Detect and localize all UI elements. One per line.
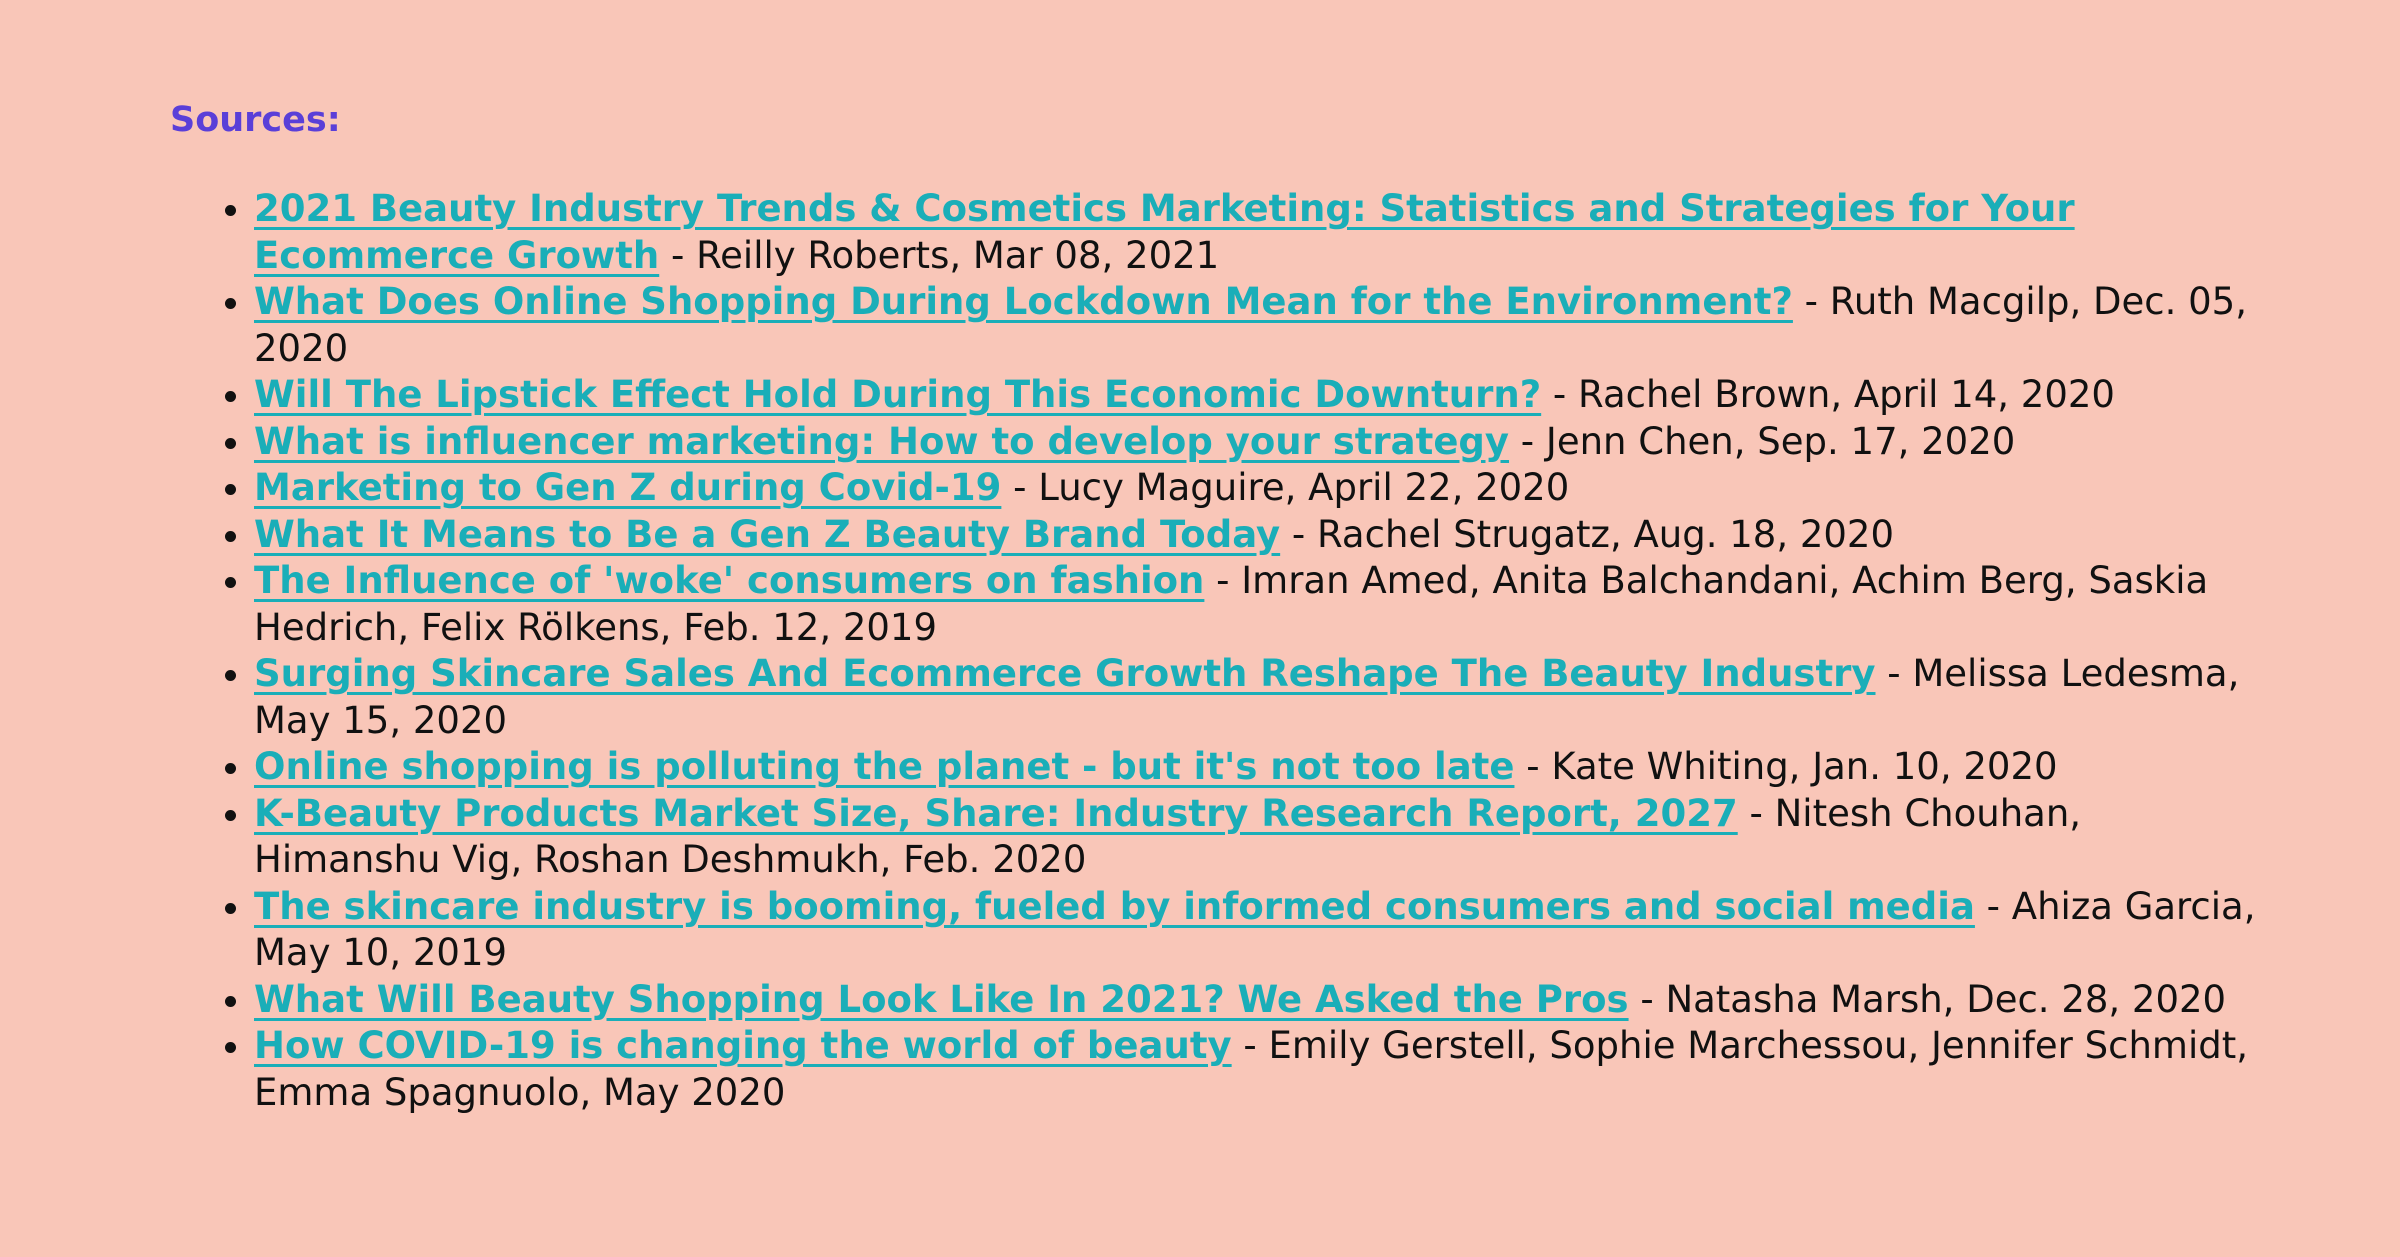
sources-heading: Sources: xyxy=(170,100,341,140)
source-credit: - Natasha Marsh, Dec. 28, 2020 xyxy=(1628,977,2227,1021)
source-link[interactable]: What Does Online Shopping During Lockdow… xyxy=(254,280,1793,323)
source-item: How COVID-19 is changing the world of be… xyxy=(254,1023,2270,1116)
source-item: What It Means to Be a Gen Z Beauty Brand… xyxy=(254,512,2270,559)
source-credit: - Emily Gerstell, Sophie Marchessou, Jen… xyxy=(254,1024,2248,1114)
source-credit: - Melissa Ledesma, May 15, 2020 xyxy=(254,652,2240,742)
source-credit: - Jenn Chen, Sep. 17, 2020 xyxy=(1509,419,2016,463)
source-item: Online shopping is polluting the planet … xyxy=(254,744,2270,791)
source-link[interactable]: What It Means to Be a Gen Z Beauty Brand… xyxy=(254,512,1281,556)
source-link[interactable]: Surging Skincare Sales And Ecommerce Gro… xyxy=(254,652,1876,695)
source-link[interactable]: What Will Beauty Shopping Look Like In 2… xyxy=(254,977,1629,1021)
source-item: Surging Skincare Sales And Ecommerce Gro… xyxy=(254,651,2270,744)
source-link[interactable]: The Influence of 'woke' consumers on fas… xyxy=(254,559,1205,602)
source-item: What Does Online Shopping During Lockdow… xyxy=(254,279,2270,372)
source-credit: - Rachel Strugatz, Aug. 18, 2020 xyxy=(1280,512,1894,556)
sources-list: 2021 Beauty Industry Trends & Cosmetics … xyxy=(170,186,2270,1116)
source-credit: - Lucy Maguire, April 22, 2020 xyxy=(1001,466,1570,509)
source-item: What Will Beauty Shopping Look Like In 2… xyxy=(254,977,2270,1024)
source-item: What is influencer marketing: How to dev… xyxy=(254,419,2270,466)
source-item: Marketing to Gen Z during Covid-19 - Luc… xyxy=(254,465,2270,512)
source-credit: - Ruth Macgilp, Dec. 05, 2020 xyxy=(254,280,2247,370)
source-credit: - Nitesh Chouhan, Himanshu Vig, Roshan D… xyxy=(254,791,2082,882)
source-link[interactable]: Marketing to Gen Z during Covid-19 xyxy=(254,466,1002,509)
source-item: The skincare industry is booming, fueled… xyxy=(254,884,2270,977)
source-link[interactable]: What is influencer marketing: How to dev… xyxy=(254,419,1510,463)
source-credit: - Imran Amed, Anita Balchandani, Achim B… xyxy=(254,559,2209,649)
source-credit: - Rachel Brown, April 14, 2020 xyxy=(1541,373,2115,416)
source-link[interactable]: The skincare industry is booming, fueled… xyxy=(254,884,1975,928)
source-link[interactable]: K-Beauty Products Market Size, Share: In… xyxy=(254,791,1738,835)
source-credit: - Reilly Roberts, Mar 08, 2021 xyxy=(659,233,1220,277)
source-item: Will The Lipstick Effect Hold During Thi… xyxy=(254,372,2270,419)
source-item: 2021 Beauty Industry Trends & Cosmetics … xyxy=(254,186,2270,279)
source-credit: - Kate Whiting, Jan. 10, 2020 xyxy=(1514,745,2058,788)
source-credit: - Ahiza Garcia, May 10, 2019 xyxy=(254,884,2256,975)
source-link[interactable]: Online shopping is polluting the planet … xyxy=(254,745,1515,788)
source-link[interactable]: 2021 Beauty Industry Trends & Cosmetics … xyxy=(254,187,2075,277)
source-item: K-Beauty Products Market Size, Share: In… xyxy=(254,791,2270,884)
source-link[interactable]: How COVID-19 is changing the world of be… xyxy=(254,1024,1232,1067)
source-item: The Influence of 'woke' consumers on fas… xyxy=(254,558,2270,651)
source-link[interactable]: Will The Lipstick Effect Hold During Thi… xyxy=(254,373,1542,416)
